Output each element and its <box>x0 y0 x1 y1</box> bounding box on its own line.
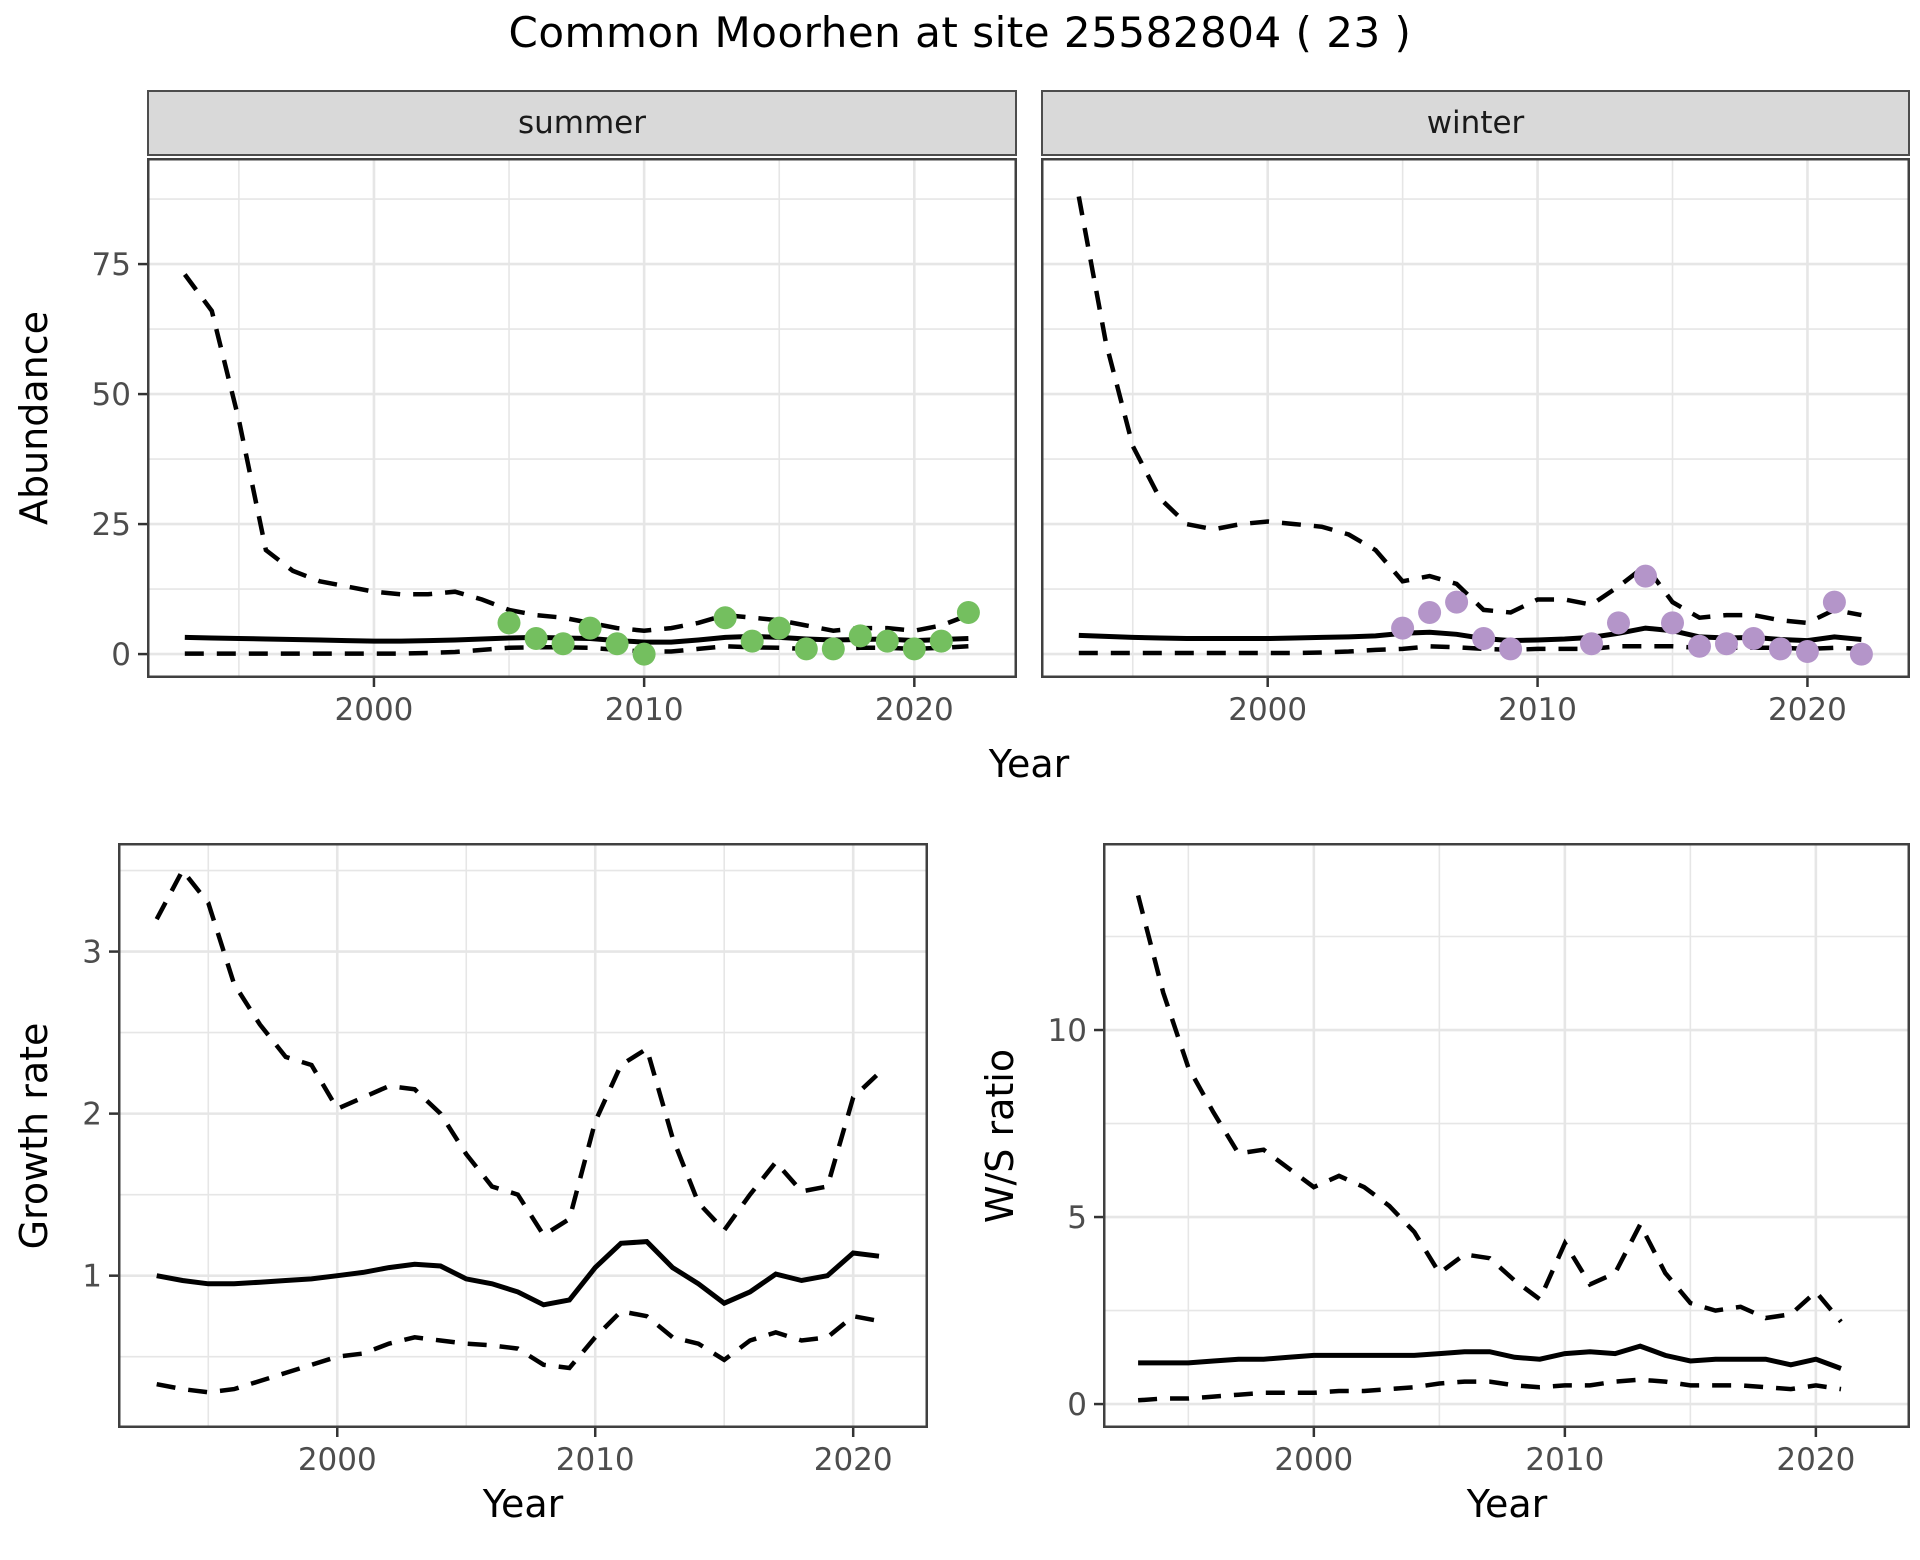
y-tick-label: 75 <box>92 247 131 283</box>
x-tick-label: 2000 <box>1274 1442 1353 1478</box>
data-point <box>551 632 575 656</box>
panel-background <box>147 158 1017 678</box>
upper_ci-line <box>154 866 881 1239</box>
data-point <box>1391 616 1415 640</box>
abundance-axis-title: Abundance <box>12 310 56 526</box>
data-point <box>767 616 791 640</box>
data-point <box>632 642 656 666</box>
facet-label-summer: summer <box>517 105 646 141</box>
data-point <box>1769 637 1792 661</box>
upper_ci-line <box>182 273 970 633</box>
x-tick-label: 2020 <box>814 1442 893 1478</box>
y-tick-label: 1 <box>82 1259 102 1295</box>
panel-background <box>118 843 928 1428</box>
lower_ci-line <box>1137 1377 1842 1403</box>
median-line <box>156 1239 880 1308</box>
data-point <box>1715 632 1738 656</box>
facet-strip-winter: winter <box>1041 90 1910 156</box>
y-tick-label: 50 <box>92 377 131 413</box>
data-point <box>1580 632 1603 656</box>
year-axis-title-top: Year <box>988 742 1070 786</box>
panel-border <box>1103 843 1910 1428</box>
data-point <box>497 611 521 635</box>
data-point <box>524 627 548 650</box>
axis-ticks: 2000 2010 2020 0 25 50 75 <box>92 247 954 728</box>
data-point <box>1499 637 1523 661</box>
panel-background <box>1103 843 1910 1428</box>
panel-border <box>147 158 1017 678</box>
data-point <box>929 629 953 653</box>
y-tick-label: 5 <box>1067 1200 1087 1236</box>
data-point <box>1688 634 1711 658</box>
data-point <box>1742 627 1765 650</box>
panel-border <box>1041 158 1910 678</box>
x-tick-label: 2000 <box>298 1442 377 1478</box>
summer-points <box>497 601 980 666</box>
x-tick-label: 2010 <box>556 1442 635 1478</box>
ws-ratio-axis-title: W/S ratio <box>978 1048 1022 1224</box>
year-axis-title-ws: Year <box>1466 1482 1548 1526</box>
x-tick-label: 2020 <box>875 692 954 728</box>
y-tick-label: 3 <box>82 935 102 971</box>
facet-strip-summer: summer <box>147 90 1017 156</box>
x-tick-label: 2020 <box>1768 692 1847 728</box>
y-tick-label: 2 <box>82 1097 102 1133</box>
lower_ci-line <box>156 1308 880 1395</box>
x-tick-label: 2000 <box>1228 692 1307 728</box>
x-tick-label: 2000 <box>335 692 414 728</box>
x-tick-label: 2010 <box>605 692 684 728</box>
data-point <box>1418 601 1442 624</box>
data-point <box>605 632 629 656</box>
data-point <box>1445 590 1469 614</box>
axis-ticks: 2000 2010 2020 1 2 3 <box>82 935 892 1478</box>
data-point <box>713 606 737 630</box>
data-point <box>821 637 845 661</box>
x-tick-label: 2010 <box>1525 1442 1604 1478</box>
year-axis-title-growth: Year <box>482 1482 564 1526</box>
data-point <box>1849 642 1873 666</box>
data-point <box>956 601 980 624</box>
summer-abundance-panel: 2000 2010 2020 0 25 50 75 <box>92 158 1017 728</box>
upper_ci-line <box>1076 196 1862 626</box>
axis-ticks: 2000 2010 2020 0 5 10 <box>1048 1013 1856 1478</box>
upper_ci-line <box>1135 894 1843 1324</box>
gridlines <box>1103 843 1910 1428</box>
y-tick-label: 0 <box>1067 1387 1087 1423</box>
x-tick-label: 2020 <box>1776 1442 1855 1478</box>
y-tick-label: 0 <box>111 637 131 673</box>
gridlines <box>1041 158 1910 678</box>
panel-border <box>118 843 928 1428</box>
chart-title: Common Moorhen at site 25582804 ( 23 ) <box>508 8 1412 57</box>
data-point <box>1634 564 1657 588</box>
data-point <box>848 624 872 648</box>
axis-ticks: 2000 2010 2020 <box>1228 678 1847 728</box>
data-point <box>875 629 899 653</box>
panel-background <box>1041 158 1910 678</box>
gridlines <box>118 843 928 1428</box>
data-point <box>578 616 602 640</box>
data-point <box>902 637 926 661</box>
data-point <box>794 637 818 661</box>
median-line <box>1138 1343 1842 1371</box>
winter-points <box>1391 564 1873 666</box>
data-point <box>1661 611 1684 635</box>
growth-rate-panel: 2000 2010 2020 1 2 3 <box>82 843 928 1478</box>
ws-ratio-panel: 2000 2010 2020 0 5 10 <box>1048 843 1910 1478</box>
growth-rate-axis-title: Growth rate <box>12 1022 56 1250</box>
y-tick-label: 25 <box>92 507 131 543</box>
y-tick-label: 10 <box>1048 1013 1087 1049</box>
winter-abundance-panel: 2000 2010 2020 <box>1041 158 1910 728</box>
x-tick-label: 2010 <box>1498 692 1577 728</box>
data-point <box>1795 640 1819 663</box>
data-point <box>1607 611 1630 635</box>
data-point <box>1822 590 1846 614</box>
data-point <box>740 629 764 653</box>
facet-label-winter: winter <box>1426 105 1525 141</box>
data-point <box>1472 627 1496 650</box>
